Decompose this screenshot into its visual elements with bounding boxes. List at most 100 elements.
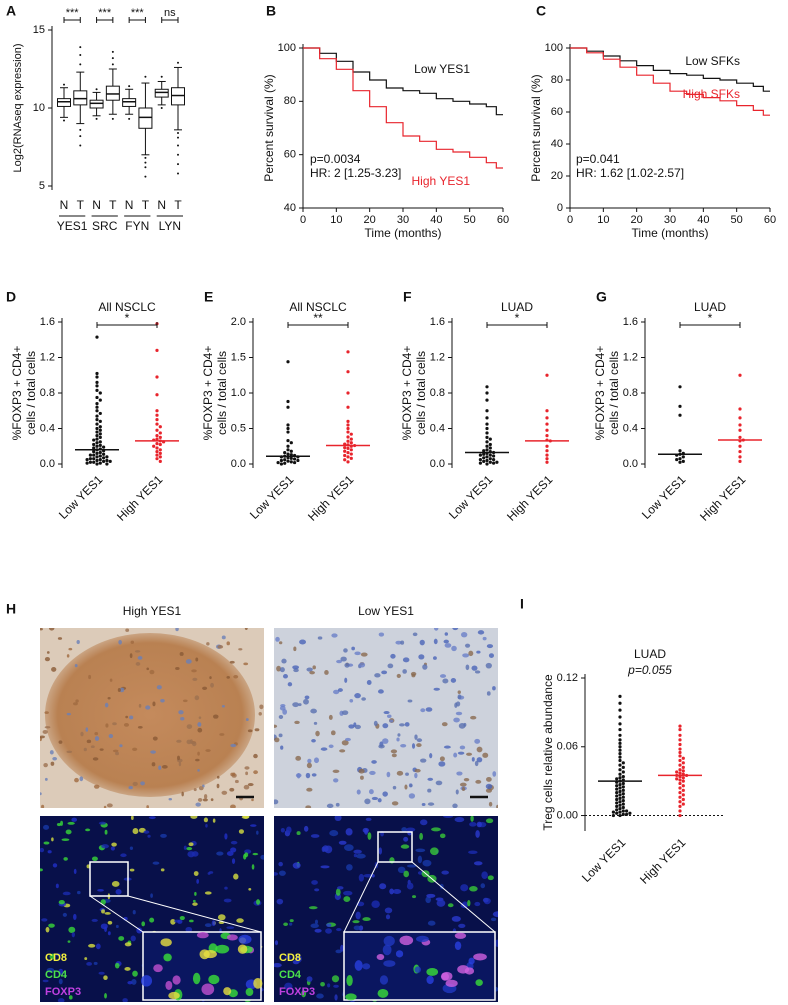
dot	[92, 453, 96, 457]
cell	[476, 746, 483, 753]
cell	[333, 689, 340, 695]
cell	[189, 919, 194, 923]
dot	[349, 452, 353, 456]
cell	[196, 879, 199, 884]
cell	[140, 781, 145, 786]
dot	[276, 460, 280, 465]
dot	[678, 727, 682, 732]
cell	[280, 745, 284, 750]
panel-letter: C	[536, 3, 546, 19]
cell	[457, 690, 461, 694]
cell	[367, 832, 372, 840]
cell	[237, 944, 248, 954]
y-tick-label: 0.06	[557, 741, 578, 753]
cell	[129, 846, 134, 850]
cell	[400, 844, 410, 849]
cell	[305, 772, 311, 779]
cell	[156, 685, 162, 690]
dot	[618, 738, 622, 742]
cell	[100, 899, 106, 905]
series-label: Low YES1	[414, 62, 470, 76]
dot	[615, 777, 619, 781]
cell	[278, 861, 283, 867]
dot	[678, 754, 682, 758]
dot	[286, 448, 290, 452]
dot	[621, 802, 625, 806]
cell	[468, 957, 475, 965]
cell	[381, 670, 388, 675]
x-tick-label: 50	[464, 214, 476, 226]
survival-curve	[303, 47, 503, 169]
cell	[177, 755, 181, 761]
cell	[361, 697, 366, 701]
cell	[469, 821, 477, 827]
cell	[203, 817, 209, 823]
cell	[62, 891, 71, 896]
cell	[399, 723, 405, 727]
dot	[618, 748, 622, 752]
cell	[210, 798, 214, 802]
cell	[152, 861, 160, 865]
zoom-line	[411, 861, 496, 933]
dot	[95, 455, 99, 459]
cell	[343, 896, 351, 902]
dot	[155, 457, 159, 461]
y-tick-label: 80	[284, 95, 296, 107]
outlier	[160, 75, 163, 78]
dot	[482, 449, 486, 453]
cell	[226, 851, 234, 857]
cell	[242, 816, 250, 819]
x-tick-label: N	[60, 198, 69, 212]
dot	[155, 409, 159, 413]
panel-letter: G	[596, 289, 607, 305]
x-tick-label: 0	[567, 214, 573, 226]
cell	[226, 934, 238, 941]
cell	[333, 984, 339, 988]
dot	[155, 441, 159, 446]
cell	[402, 657, 410, 663]
cell	[238, 648, 243, 651]
cell	[84, 957, 88, 961]
cell	[352, 920, 360, 924]
dot	[95, 444, 99, 448]
cell	[160, 833, 167, 838]
cell	[334, 994, 338, 1001]
cell	[43, 841, 50, 845]
cell	[391, 753, 397, 758]
cell	[115, 888, 122, 895]
dot	[678, 738, 682, 742]
cell	[332, 769, 340, 773]
cell	[341, 710, 349, 716]
cell	[74, 777, 79, 783]
dot	[545, 428, 549, 432]
annotation: HR: 2 [1.25-3.23]	[310, 166, 401, 180]
dot	[618, 789, 622, 794]
cell	[396, 737, 400, 742]
cell	[474, 670, 481, 674]
dot	[545, 373, 549, 377]
cell	[412, 895, 417, 899]
x-tick-label: N	[125, 198, 134, 212]
cell	[303, 825, 309, 832]
dot	[678, 763, 682, 767]
x-tick-label: High YES1	[504, 472, 555, 523]
cell	[364, 798, 371, 805]
dot	[95, 430, 99, 434]
dot	[155, 422, 159, 426]
cell	[485, 662, 492, 669]
cell	[414, 734, 418, 740]
x-tick-label: Low YES1	[579, 835, 629, 885]
cell	[148, 816, 156, 820]
dot	[618, 701, 622, 705]
dot	[618, 813, 622, 818]
dot	[545, 453, 549, 457]
dot	[346, 435, 350, 439]
dot	[98, 425, 102, 429]
cell	[405, 772, 409, 776]
dot	[485, 431, 489, 435]
cell	[385, 914, 391, 920]
cell	[470, 715, 477, 720]
dot	[621, 761, 625, 765]
cell	[336, 928, 342, 932]
chart-title: All NSCLC	[98, 300, 156, 314]
